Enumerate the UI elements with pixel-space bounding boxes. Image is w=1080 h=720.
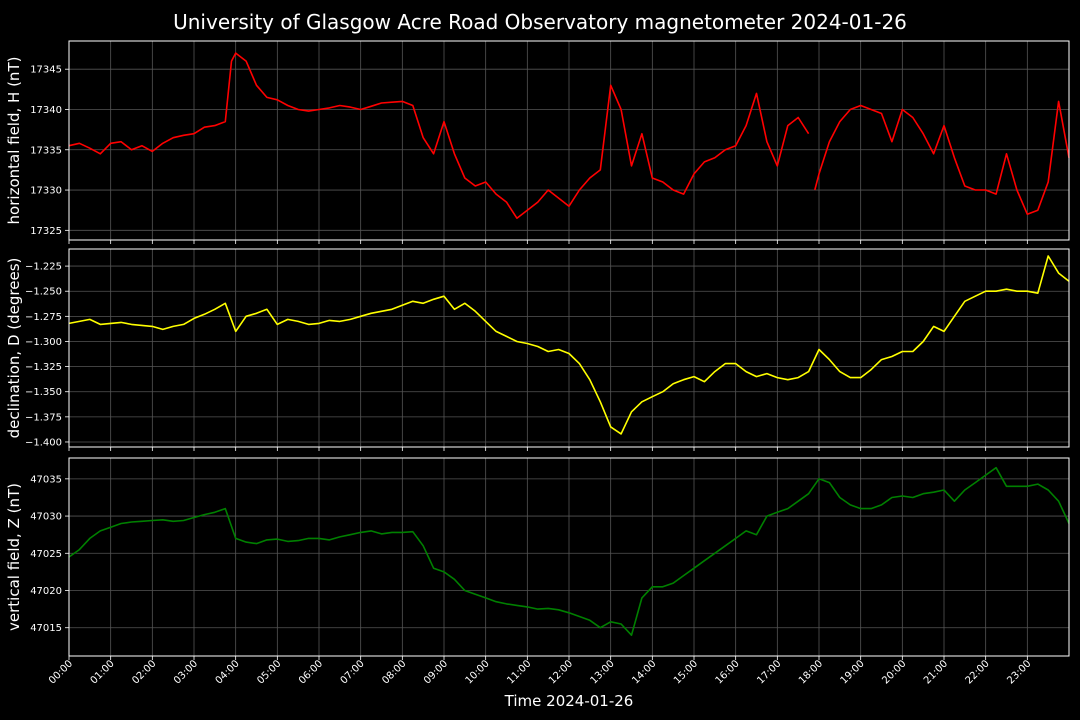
- series-line-2-1: [68, 255, 1070, 435]
- y-tick-label: 17330: [30, 186, 62, 197]
- y-tick-label: −1.375: [25, 412, 62, 423]
- panel-2: −1.400 −1.375 −1.350 −1.325 −1.300 −1.275 −1.2…: [5, 248, 1070, 451]
- y-tick-label: 47025: [30, 549, 62, 560]
- y-tick-label: 17335: [30, 145, 62, 156]
- chart-panels: 17325 17330 17335 17340 17345 horizontal fiel…: [5, 40, 1070, 660]
- y-tick-label: 47030: [30, 512, 62, 523]
- y-tick-label: 17340: [30, 105, 62, 116]
- y-axis-label: vertical field, Z (nT): [5, 483, 23, 631]
- series-line-3-1: [68, 466, 1070, 637]
- y-tick-label: 17345: [30, 65, 62, 76]
- panel-3: 47015 47020 47025 47030 47035 vertical field,…: [5, 457, 1070, 660]
- chart-title: University of Glasgow Acre Road Observat…: [173, 10, 907, 34]
- y-tick-label: −1.225: [25, 262, 62, 273]
- y-tick-label: 47020: [30, 586, 62, 597]
- y-tick-label: −1.400: [25, 437, 62, 448]
- series-line-1-1: [68, 52, 810, 219]
- panel-frame: [68, 40, 1070, 241]
- panel-frame: [68, 248, 1070, 448]
- panel-frame: [68, 457, 1070, 657]
- y-tick-label: −1.300: [25, 337, 62, 348]
- series-line-1-2: [814, 100, 1070, 215]
- x-axis-label: Time 2024-01-26: [504, 692, 634, 710]
- y-tick-label: −1.325: [25, 362, 62, 373]
- panel-1: 17325 17330 17335 17340 17345 horizontal fiel…: [5, 40, 1070, 244]
- y-tick-label: −1.250: [25, 287, 62, 298]
- y-tick-label: 47015: [30, 623, 62, 634]
- y-tick-label: 17325: [30, 226, 62, 237]
- y-tick-label: −1.275: [25, 312, 62, 323]
- y-axis-label: horizontal field, H (nT): [5, 57, 23, 225]
- y-tick-label: −1.350: [25, 387, 62, 398]
- y-axis-label: declination, D (degrees): [5, 258, 23, 439]
- y-tick-label: 47035: [30, 474, 62, 485]
